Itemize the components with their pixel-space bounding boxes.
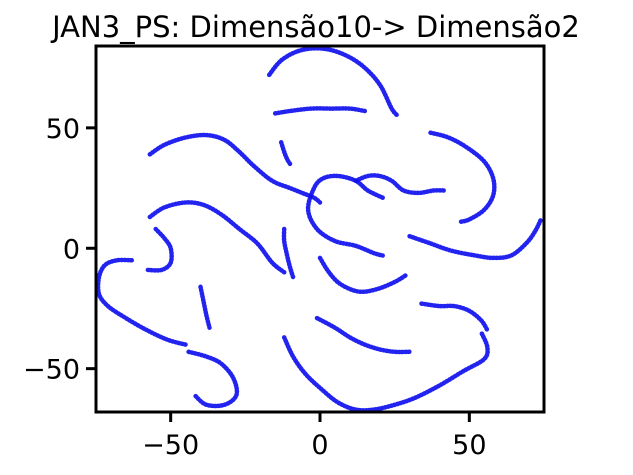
y-axis: −50 0 50 [23, 114, 96, 386]
y-tick-label: 50 [46, 114, 80, 145]
y-tick-label: −50 [23, 355, 80, 386]
data-series-15 [305, 173, 385, 258]
data-series-13 [419, 301, 490, 333]
data-series-17 [428, 130, 497, 225]
chart-title: JAN3_PS: Dimensão10-> Dimensão2 [50, 10, 580, 44]
data-series-4 [147, 132, 323, 205]
data-series-10 [186, 349, 240, 409]
data-series-2 [272, 106, 368, 116]
data-series-14 [317, 255, 409, 295]
data-series-1 [266, 46, 400, 119]
x-tick-label: −50 [142, 430, 199, 461]
data-series-11 [281, 330, 490, 413]
data-series-6 [281, 226, 296, 280]
data-series-5 [147, 200, 287, 275]
data-series-9 [198, 284, 212, 330]
x-axis: −50 0 50 [142, 412, 487, 461]
x-tick-label: 50 [452, 430, 486, 461]
data-series-3 [278, 140, 293, 167]
data-series-16 [353, 173, 448, 196]
data-series-12 [314, 315, 412, 355]
y-tick-label: 0 [63, 234, 80, 265]
x-tick-label: 0 [311, 430, 328, 461]
data-series-8 [95, 257, 188, 347]
data-series-18 [407, 217, 544, 261]
data-series-group [95, 46, 544, 413]
data-series-7 [144, 226, 174, 273]
